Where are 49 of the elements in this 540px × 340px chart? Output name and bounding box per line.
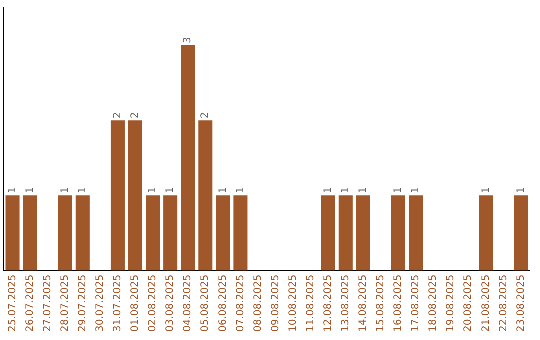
x-tick-label: 15.08.2025: [376, 274, 387, 332]
x-tick-label: 05.08.2025: [200, 274, 212, 332]
data-label: 1: [480, 187, 492, 194]
x-tick-label: 18.08.2025: [428, 274, 440, 332]
data-label: 2: [200, 112, 212, 119]
data-label: 2: [112, 112, 124, 119]
x-tick-label: 11.08.2025: [305, 274, 316, 332]
data-label: 1: [235, 187, 246, 194]
x-tick-label: 20.08.2025: [463, 274, 474, 332]
x-tick-label: 28.07.2025: [60, 274, 71, 332]
x-tick-label: 19.08.2025: [446, 274, 457, 332]
x-tick-label: 23.08.2025: [516, 274, 527, 332]
data-label: 1: [218, 187, 229, 194]
data-label: 1: [340, 187, 352, 194]
data-label: 1: [77, 187, 88, 194]
data-label: 1: [410, 187, 422, 194]
x-tick-label: 29.07.2025: [77, 274, 88, 332]
x-tick-label: 16.08.2025: [393, 274, 404, 332]
x-tick-label: 07.08.2025: [235, 274, 246, 332]
x-tick-label: 10.08.2025: [288, 274, 299, 332]
data-label: 1: [24, 187, 36, 194]
x-tick-label: 09.08.2025: [270, 274, 282, 332]
data-label: 1: [358, 187, 370, 194]
x-tick-label: 25.07.2025: [7, 274, 18, 332]
x-tick-label: 22.08.2025: [498, 274, 510, 332]
x-tick-label: 03.08.2025: [165, 274, 176, 332]
x-tick-label: 12.08.2025: [322, 274, 334, 332]
data-label: 1: [7, 187, 18, 194]
x-tick-label: 08.08.2025: [252, 274, 264, 332]
x-tick-label: 06.08.2025: [218, 274, 229, 332]
x-tick-label: 27.07.2025: [42, 274, 54, 332]
data-label: 3: [182, 37, 194, 44]
data-label: 1: [393, 187, 404, 194]
data-label: 1: [516, 187, 527, 194]
x-tick-label: 04.08.2025: [182, 274, 194, 332]
x-tick-label: 26.07.2025: [24, 274, 36, 332]
data-label: 1: [322, 187, 334, 194]
x-tick-label: 01.08.2025: [130, 274, 142, 332]
x-tick-label: 30.07.2025: [95, 274, 106, 332]
x-tick-label: 31.07.2025: [112, 274, 124, 332]
x-tick-label: 17.08.2025: [410, 274, 422, 332]
x-tick-label: 21.08.2025: [480, 274, 492, 332]
data-label: 1: [60, 187, 71, 194]
data-label: 2: [130, 112, 142, 119]
x-tick-label: 13.08.2025: [340, 274, 352, 332]
data-label: 1: [148, 187, 159, 194]
x-tick-label: 02.08.2025: [148, 274, 159, 332]
data-label: 1: [165, 187, 176, 194]
x-tick-label: 14.08.2025: [358, 274, 370, 332]
